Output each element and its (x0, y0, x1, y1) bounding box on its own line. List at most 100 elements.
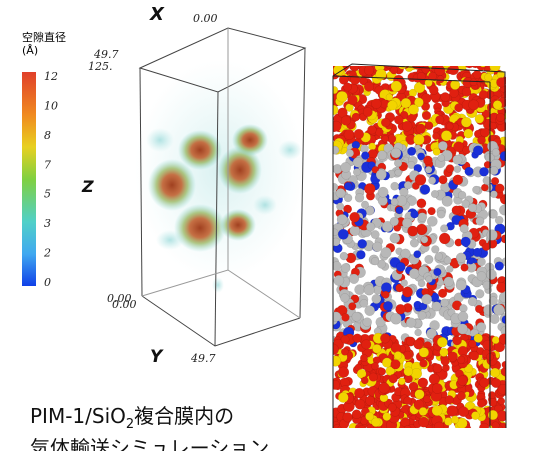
atom (404, 181, 412, 189)
atom (330, 356, 341, 367)
atom (432, 302, 442, 312)
colorbar-label: 0 (44, 276, 51, 289)
atom (480, 128, 489, 137)
atom (397, 58, 406, 67)
atom (401, 280, 408, 287)
atom (499, 205, 509, 215)
atom (458, 376, 468, 386)
atom (371, 363, 378, 370)
atom (350, 226, 360, 236)
atom (352, 113, 360, 121)
atom (338, 229, 348, 239)
atom (495, 262, 504, 271)
atom (368, 125, 377, 134)
atom (493, 100, 502, 109)
atom (371, 230, 379, 238)
atom (458, 191, 466, 199)
caption-text: PIM-1/SiO (30, 404, 126, 428)
atom (361, 377, 368, 384)
atom (372, 344, 381, 353)
atom (383, 413, 391, 421)
atom (438, 154, 445, 161)
atom (354, 388, 364, 398)
atom (391, 360, 401, 370)
atom (353, 157, 363, 167)
atom (488, 410, 498, 420)
atom (398, 378, 405, 385)
atom (418, 213, 427, 222)
atom (439, 233, 450, 244)
atom (453, 155, 463, 165)
atom (408, 226, 418, 236)
atom (360, 299, 368, 307)
atom (499, 334, 510, 345)
atom (493, 304, 504, 315)
atom (357, 425, 366, 434)
atom (330, 380, 339, 389)
caption-line-1: PIM-1/SiO2複合膜内の (30, 404, 234, 432)
atom (492, 422, 500, 430)
atom (379, 368, 386, 375)
atom (477, 272, 487, 282)
atom (420, 185, 430, 195)
tick-label: 49.7 (190, 352, 216, 365)
atom (457, 324, 467, 334)
atom (402, 121, 412, 131)
atom (336, 188, 346, 198)
atom (444, 257, 451, 264)
atom (380, 333, 390, 343)
atom (419, 417, 429, 427)
pore-volume (135, 60, 305, 293)
atom (480, 378, 490, 388)
atom (358, 239, 367, 248)
atom (334, 275, 344, 285)
atom (440, 348, 449, 357)
atom (404, 425, 411, 432)
atom (355, 193, 364, 202)
caption-line-2: 気体輸送シミュレーション (30, 436, 269, 451)
atom (460, 224, 469, 233)
atom (476, 58, 484, 66)
atom (495, 184, 504, 193)
atom (350, 212, 360, 222)
atom (422, 294, 432, 304)
atom (337, 214, 347, 224)
atom (372, 242, 382, 252)
atom (404, 367, 413, 376)
atom (487, 230, 498, 241)
atom (371, 99, 381, 109)
atom (438, 141, 447, 150)
atom (435, 253, 443, 261)
atom (432, 383, 442, 393)
atom (337, 91, 348, 102)
atom (453, 175, 463, 185)
colorbar-label: 8 (44, 129, 51, 142)
atom (441, 357, 450, 366)
atom (395, 169, 402, 176)
atom (364, 66, 374, 76)
atom (437, 337, 447, 347)
atom (352, 410, 361, 419)
atom (462, 87, 471, 96)
atom (396, 262, 405, 271)
atom (471, 412, 479, 420)
atom (344, 129, 354, 139)
atom (461, 117, 471, 127)
atom (409, 269, 419, 279)
atom (331, 121, 341, 131)
atom (369, 143, 376, 150)
atom (355, 399, 365, 409)
atom (363, 107, 372, 116)
atom (479, 90, 488, 99)
atom (470, 79, 477, 86)
atom (475, 289, 484, 298)
atom (491, 378, 500, 387)
atom (390, 217, 399, 226)
atom (394, 159, 402, 167)
atom (331, 86, 338, 93)
atom (341, 335, 349, 343)
atom (473, 248, 482, 257)
atom (398, 60, 407, 69)
atom (364, 82, 374, 92)
atom (415, 174, 426, 185)
